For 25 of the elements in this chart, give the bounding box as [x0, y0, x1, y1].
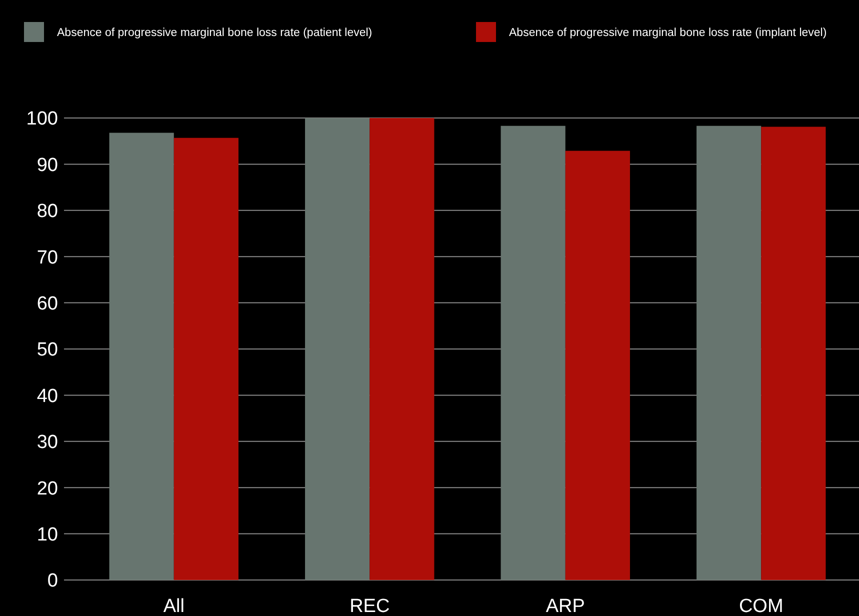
y-tick-label: 20	[36, 478, 58, 500]
bar	[174, 138, 238, 580]
bar	[761, 126, 826, 580]
y-tick-label: 50	[36, 340, 58, 361]
y-tick-label: 80	[36, 201, 58, 222]
x-tick-label: REC	[350, 596, 390, 616]
y-tick-label: 0	[47, 570, 58, 592]
y-tick-label: 100	[26, 108, 58, 130]
bar	[565, 150, 630, 580]
x-tick-label: All	[163, 596, 184, 616]
y-tick-label: 70	[36, 247, 58, 268]
y-tick-label: 90	[36, 154, 58, 176]
bar	[500, 126, 566, 580]
bar	[109, 132, 174, 580]
bar	[370, 118, 434, 580]
y-tick-label: 60	[36, 293, 58, 314]
y-tick-label: 40	[36, 386, 58, 407]
bar	[305, 118, 370, 580]
y-tick-label: 30	[36, 432, 58, 454]
legend-label: Absence of progressive marginal bone loss rate (implant level)	[509, 27, 827, 40]
bar	[696, 126, 762, 580]
x-tick-label: ARP	[546, 596, 585, 616]
x-tick-label: COM	[738, 596, 784, 616]
legend-label: Absence of progressive marginal bone loss rate (patient level)	[57, 27, 372, 40]
y-tick-label: 10	[36, 524, 58, 546]
